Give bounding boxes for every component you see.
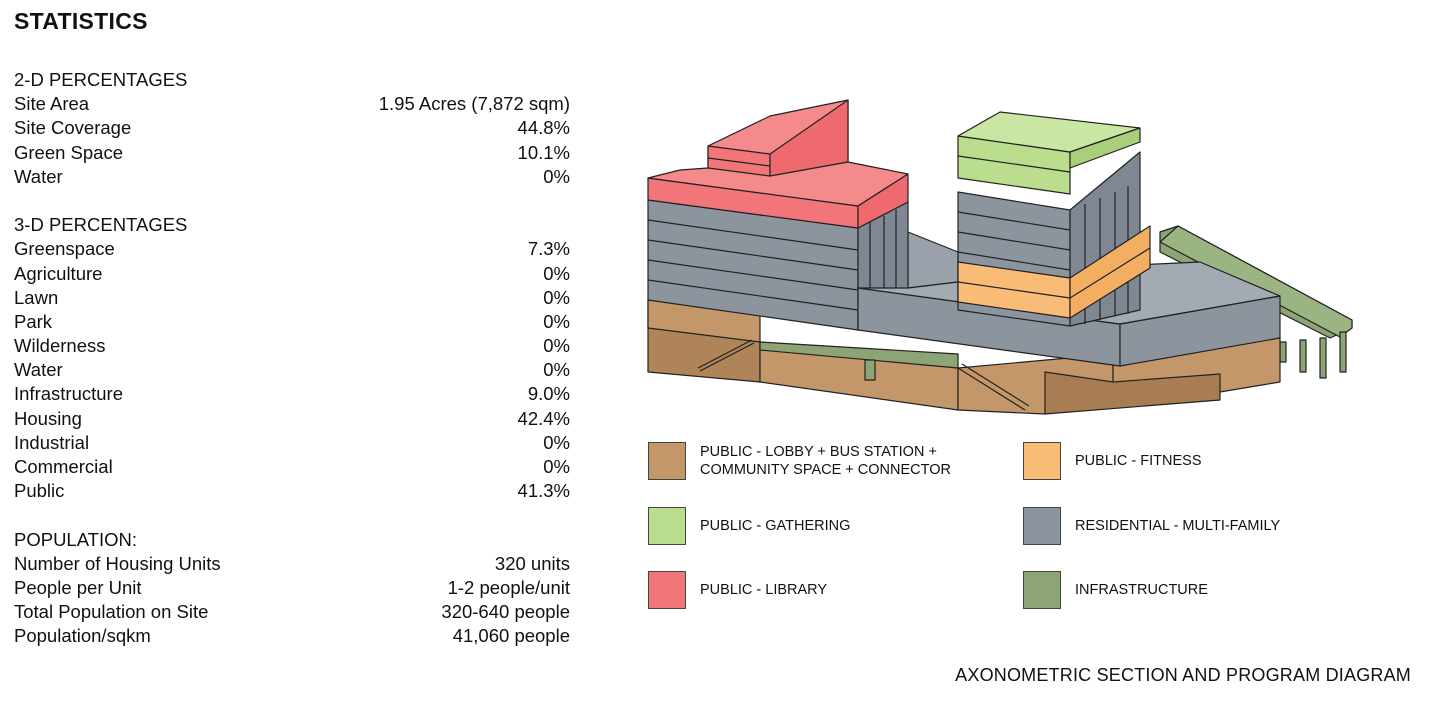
stat-value: 44.8% [517,117,570,139]
podium-base [647,299,1281,415]
stat-row: Green Space 10.1% [14,141,570,165]
section-gap [14,189,570,213]
section-heading: 3-D PERCENTAGES [14,214,188,236]
legend-category: PUBLIC [1075,453,1128,469]
legend-swatch [1023,442,1061,480]
stat-row: Site Area 1.95 Acres (7,872 sqm) [14,92,570,116]
stat-label: Park [14,310,53,332]
stat-value: 320-640 people [441,601,570,623]
stat-label: Site Coverage [14,117,132,139]
stat-label: Water [14,165,63,187]
stat-row: Population/sqkm 41,060 people [14,624,570,648]
legend-item-lobby: PUBLIC - LOBBY + BUS STATION + COMMUNITY… [648,442,951,480]
stat-value: 0% [543,456,570,477]
legend-item-fitness: PUBLIC - FITNESS [1023,442,1202,480]
stat-value: 0% [543,335,570,357]
stat-row: Public 41.3% [14,479,570,503]
stat-row: Water 0% [14,165,570,189]
stat-label: People per Unit [14,576,142,598]
stat-row: People per Unit 1-2 people/unit [14,576,570,600]
stat-value: 41,060 people [452,625,570,647]
stat-label: Green Space [14,141,124,163]
section-heading: 2-D PERCENTAGES [14,69,188,90]
legend: PUBLIC - LOBBY + BUS STATION + COMMUNITY… [648,440,1348,615]
stat-row: Wilderness 0% [14,334,570,358]
stat-value: 1.95 Acres (7,872 sqm) [378,93,570,115]
stat-label: Number of Housing Units [14,552,221,574]
stat-row: Agriculture 0% [14,262,570,286]
statistics-table: 2-D PERCENTAGES Site Area 1.95 Acres (7,87… [14,68,570,649]
stat-value: 7.3% [527,238,570,260]
infrastructure-bridge [1159,225,1353,379]
stat-label: Infrastructure [14,383,123,405]
stat-value: 0% [543,359,570,381]
stat-value: 9.0% [527,383,570,405]
stat-label: Site Area [14,93,90,115]
stat-row: Greenspace 7.3% [14,237,570,261]
legend-swatch [1023,507,1061,545]
stat-row: Industrial 0% [14,431,570,455]
legend-item-gathering: PUBLIC - GATHERING [648,507,850,545]
stat-row: Infrastructure 9.0% [14,382,570,406]
stat-row: Site Coverage 44.8% [14,116,570,140]
legend-swatch [648,571,686,609]
stat-value: 320 units [494,552,570,574]
stat-label: Wilderness [14,335,106,357]
gathering-roof [957,111,1141,195]
stat-label: Industrial [14,431,90,453]
stat-value: 0% [543,310,570,332]
stat-value: 0% [543,431,570,453]
stat-label: Lawn [14,286,59,308]
legend-detail: - GATHERING [752,518,851,534]
legend-category: INFRASTRUCTURE [1075,582,1208,598]
stat-label: Public [14,480,65,502]
legend-swatch [1023,571,1061,609]
stat-value: 1-2 people/unit [447,576,570,598]
stat-label: Agriculture [14,262,103,284]
legend-category: PUBLIC [700,582,753,598]
stat-value: 41.3% [517,480,570,502]
section-gap [14,503,570,527]
legend-swatch [648,442,686,480]
legend-item-residential: RESIDENTIAL - MULTI-FAMILY [1023,507,1280,545]
stat-row: Water 0% [14,358,570,382]
legend-category: PUBLIC [700,444,753,460]
residential-left [647,199,909,331]
library-block [647,99,909,229]
stat-label: Housing [14,407,82,429]
stat-row: Number of Housing Units 320 units [14,552,570,576]
stat-value: 0% [543,286,570,308]
page-title: STATISTICS [14,8,148,34]
stat-label: Population/sqkm [14,625,151,647]
stat-value: 0% [543,262,570,284]
legend-detail: - FITNESS [1127,453,1202,469]
legend-detail-line2: COMMUNITY SPACE + CONNECTOR [700,462,951,478]
stat-value: 10.1% [517,141,570,163]
stat-label: Commercial [14,456,113,477]
fitness-block [957,225,1151,319]
legend-item-infrastructure: INFRASTRUCTURE [1023,571,1208,609]
stat-row: Commercial 0% [14,455,570,479]
legend-swatch [648,507,686,545]
stat-row: Total Population on Site 320-640 people [14,600,570,624]
stat-label: Water [14,359,63,381]
legend-item-library: PUBLIC - LIBRARY [648,571,827,609]
stat-row: Lawn 0% [14,286,570,310]
stat-row: Housing 42.4% [14,407,570,431]
axonometric-diagram [647,99,1353,415]
legend-detail: - LIBRARY [752,582,828,598]
stat-row: Park 0% [14,310,570,334]
legend-category: PUBLIC [700,518,753,534]
section-heading: POPULATION: [14,528,138,550]
legend-detail: - MULTI-FAMILY [1169,518,1281,534]
stat-label: Greenspace [14,238,115,260]
legend-category: RESIDENTIAL [1075,518,1170,534]
stat-value: 42.4% [517,407,570,429]
stat-value: 0% [543,165,570,187]
stat-label: Total Population on Site [14,601,209,623]
legend-detail: - LOBBY + BUS STATION + [752,444,937,460]
diagram-caption: AXONOMETRIC SECTION AND PROGRAM DIAGRAM [955,665,1411,685]
